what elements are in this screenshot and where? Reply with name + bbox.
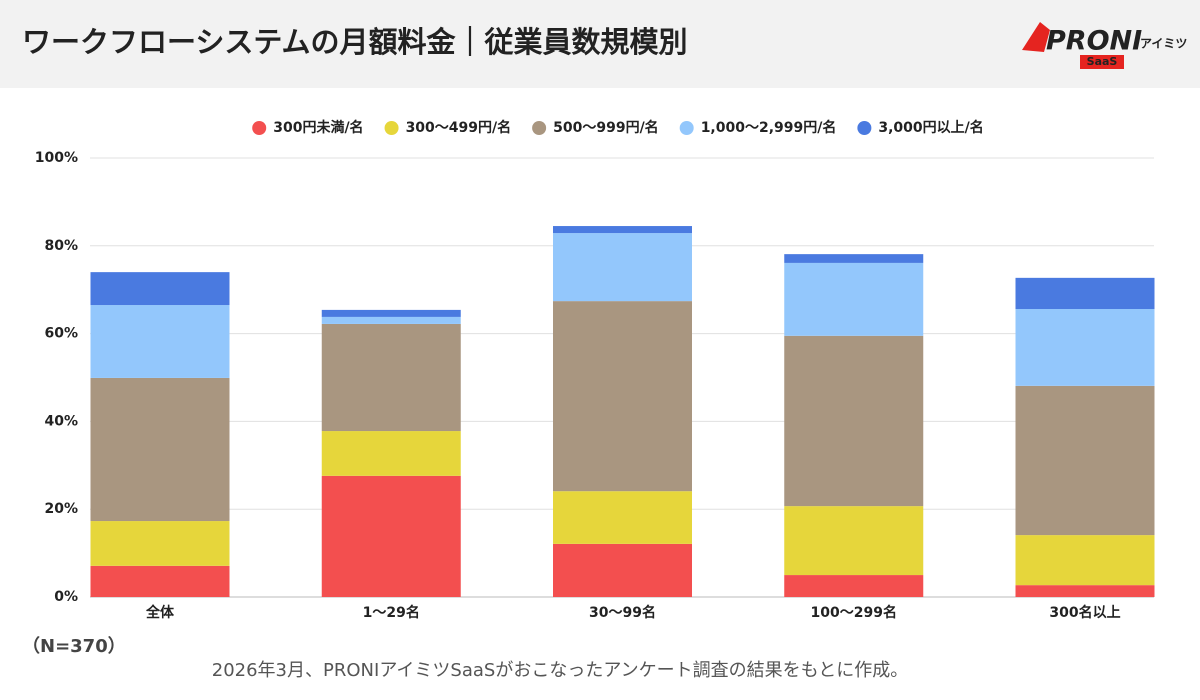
logo-brand: PRONI [1046,26,1142,57]
legend-item: 300円未満/名 [252,119,364,136]
bar-segment [321,309,461,317]
x-tick-label: 100〜299名 [811,604,897,621]
legend-swatch [384,121,399,135]
legend-label: 3,000円以上/名 [878,119,983,136]
x-tick-label: 1〜29名 [363,604,420,621]
bar-segment [553,543,692,597]
bar-segment [553,301,692,492]
bar-segment [321,316,461,324]
legend-swatch [532,121,547,135]
y-tick-label: 60% [44,326,78,342]
logo-sub: アイミツ [1140,37,1187,51]
y-tick-label: 0% [54,589,78,605]
y-tick-label: 80% [44,238,78,254]
bar-segment [321,431,461,476]
legend-label: 1,000〜2,999円/名 [701,119,837,136]
legend-item: 3,000円以上/名 [857,119,984,136]
bar-segment [90,521,230,566]
legend-swatch [857,121,872,135]
page-title: ワークフローシステムの月額料金｜従業員数規模別 [22,25,688,59]
y-tick-label: 20% [44,501,78,517]
bar-segment [784,575,924,597]
legend-swatch [252,121,267,135]
y-tick-label: 100% [35,150,78,166]
bar-segment [90,305,230,378]
bar-segment [1015,385,1155,536]
legend: 300円未満/名 300〜499円/名 500〜999円/名 1,000〜2,999円… [252,119,984,136]
bar-segment [553,226,692,234]
logo-badge-text: SaaS [1087,55,1118,68]
y-tick-label: 40% [44,413,78,429]
bar-segment [784,254,924,263]
bar-segment [553,491,692,544]
bar-segment [784,335,924,507]
bar-segment [90,272,230,306]
bar-segment [321,323,461,432]
legend-item: 1,000〜2,999円/名 [679,119,837,136]
bar-segment [784,506,924,576]
bar-segment [1015,585,1155,597]
legend-label: 300円未満/名 [273,119,363,136]
x-tick-label: 全体 [145,604,175,621]
bar-segment [321,475,461,597]
sample-note: （N=370） [22,636,126,657]
bar-segment [90,377,230,522]
logo-badge [1080,55,1124,69]
bar-segment [1015,309,1155,386]
bar-segment [784,262,924,336]
source-note: 2026年3月、PRONIアイミツSaaSがおこなったアンケート調査の結果をもと… [212,660,909,681]
logo: PRONI アイミツ SaaS [1022,22,1187,69]
legend-label: 500〜999円/名 [553,119,659,136]
x-tick-label: 30〜99名 [589,604,656,621]
bar-segment [1015,535,1155,586]
legend-label: 300〜499円/名 [406,119,512,136]
header-band [0,0,1200,88]
legend-item: 300〜499円/名 [384,119,512,136]
x-tick-label: 300名以上 [1049,604,1120,621]
logo-mark [1022,22,1050,52]
bar-segment [90,565,230,597]
legend-item: 500〜999円/名 [532,119,659,136]
legend-swatch [679,121,694,135]
bar-segment [1015,277,1155,310]
bar-segment [553,233,692,302]
